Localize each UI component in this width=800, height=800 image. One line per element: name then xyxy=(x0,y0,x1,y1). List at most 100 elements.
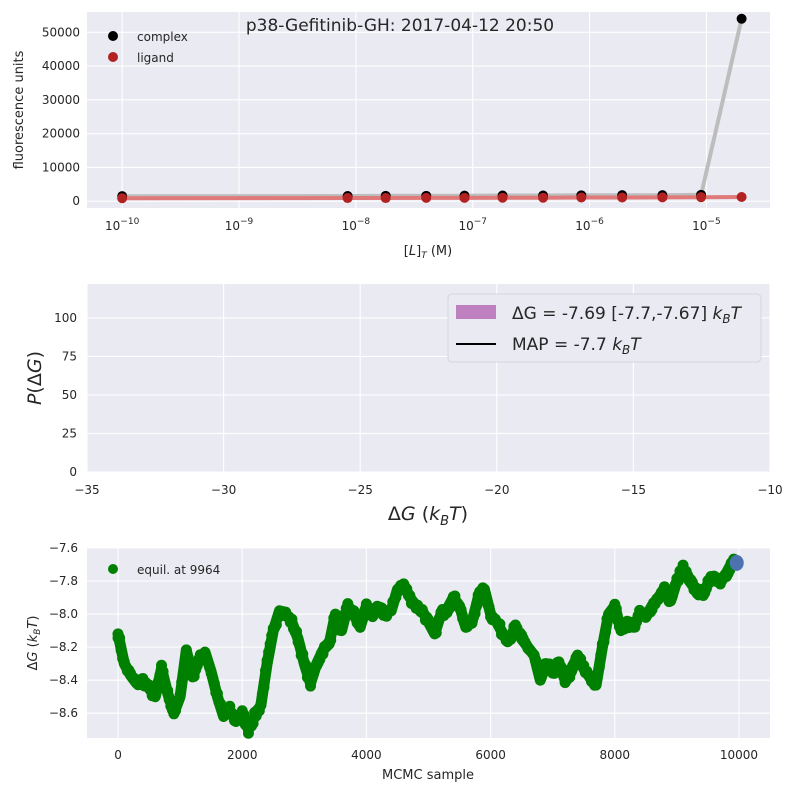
trace-sample xyxy=(478,583,490,595)
x-tick-label: 8000 xyxy=(599,748,630,762)
trace-sample xyxy=(610,603,622,615)
y-axis-label-histogram: P(ΔG) xyxy=(24,351,46,405)
x-ticks-histogram: −35 −30 −25 −20 −15 −10 xyxy=(74,483,782,497)
y-tick-label: 75 xyxy=(62,349,77,363)
x-tick-label: 10−10 xyxy=(105,217,140,233)
legend-patch-posterior xyxy=(456,305,496,319)
x-ticks-titration: 10−10 10−9 10−8 10−7 10−6 10−5 xyxy=(105,217,721,233)
y-ticks-titration: 0 10000 20000 30000 40000 50000 xyxy=(42,25,80,208)
trace-sample xyxy=(483,601,495,613)
trace-sample xyxy=(599,626,611,638)
trace-sample xyxy=(263,646,275,658)
x-tick-label: 6000 xyxy=(475,748,506,762)
point-ligand xyxy=(497,192,508,203)
panel-titration: 0 10000 20000 30000 40000 50000 10−10 10−9 10−8… xyxy=(12,12,770,261)
x-tick-label: −10 xyxy=(757,483,782,497)
trace-sample xyxy=(294,639,306,651)
y-tick-label: 50000 xyxy=(42,25,80,39)
grid-titration xyxy=(87,12,770,208)
legend-marker-ligand xyxy=(108,52,118,62)
point-ligand xyxy=(576,192,587,203)
panel-trace: −8.6 −8.4 −8.2 −8.0 −7.8 −7.6 0 2000 4000 6000 80… xyxy=(26,541,770,783)
trace-sample xyxy=(666,591,678,603)
y-tick-label: 40000 xyxy=(42,59,80,73)
trace-sample xyxy=(211,687,223,699)
trace-sample xyxy=(258,681,270,693)
trace-sample xyxy=(305,680,317,692)
trace-sample xyxy=(174,689,186,701)
y-tick-label: −8.0 xyxy=(49,607,78,621)
trace-sample xyxy=(260,664,272,676)
trace-sample xyxy=(261,654,273,666)
x-tick-label: 10−5 xyxy=(692,217,721,233)
point-ligand xyxy=(421,192,432,203)
x-tick-label: 10−7 xyxy=(458,217,487,233)
trace-sample xyxy=(430,627,442,639)
trace-sample xyxy=(157,665,169,677)
y-tick-label: 0 xyxy=(72,194,80,208)
legend-label-posterior: ΔG = -7.69 [-7.7,-7.67] kBT xyxy=(512,304,743,326)
x-tick-label: 0 xyxy=(114,748,122,762)
y-tick-label: −8.4 xyxy=(49,673,78,687)
chart-title: p38-Gefitinib-GH: 2017-04-12 20:50 xyxy=(246,16,554,36)
x-tick-label: −30 xyxy=(211,483,236,497)
x-tick-label: 4000 xyxy=(351,748,382,762)
trace-sample xyxy=(564,671,576,683)
x-tick-label: 10000 xyxy=(720,748,758,762)
x-tick-label: 10−6 xyxy=(575,217,604,233)
y-tick-label: 25 xyxy=(62,426,77,440)
trace-sample xyxy=(494,618,506,630)
point-complex xyxy=(736,13,747,24)
trace-sample xyxy=(449,590,461,602)
y-tick-label: −8.2 xyxy=(49,640,78,654)
trace-sample xyxy=(297,648,309,660)
series-titration xyxy=(117,13,747,204)
x-tick-label: −35 xyxy=(74,483,99,497)
y-axis-label-titration: fluorescence units xyxy=(12,50,27,169)
trace-sample xyxy=(300,659,312,671)
x-tick-label: −25 xyxy=(348,483,373,497)
legend-titration: complex ligand xyxy=(108,30,188,65)
series-trace xyxy=(112,553,744,739)
x-axis-label-histogram: ΔG (kBT) xyxy=(388,503,468,529)
trace-sample xyxy=(672,575,684,587)
trace-sample xyxy=(114,632,126,644)
point-ligand xyxy=(736,192,747,203)
legend-histogram: ΔG = -7.69 [-7.7,-7.67] kBT MAP = -7.7 k… xyxy=(447,293,762,363)
x-tick-label: 2000 xyxy=(227,748,258,762)
grid-trace xyxy=(87,547,770,738)
trace-sample xyxy=(286,613,298,625)
plot-area-titration xyxy=(87,12,770,208)
trace-sample xyxy=(169,705,181,717)
legend-label-map: MAP = -7.7 kBT xyxy=(512,335,642,357)
trace-sample xyxy=(593,661,605,673)
trace-sample xyxy=(291,625,303,637)
point-ligand xyxy=(617,192,628,203)
trace-sample xyxy=(238,708,250,720)
trace-sample xyxy=(598,636,610,648)
legend-box xyxy=(447,293,762,363)
y-tick-label: −8.6 xyxy=(49,706,78,720)
trace-sample xyxy=(255,699,267,711)
point-ligand xyxy=(380,193,391,204)
point-ligand xyxy=(117,193,128,204)
y-ticks-histogram: 0 25 50 75 100 xyxy=(54,311,77,479)
panel-histogram: 0 25 50 75 100 −35 −30 −25 −20 −15 −10 ΔG = -7.69… xyxy=(24,284,783,529)
plot-area-trace xyxy=(87,548,770,738)
point-ligand xyxy=(657,192,668,203)
fit-band-complex xyxy=(122,18,744,199)
trace-sample xyxy=(264,638,276,650)
y-ticks-trace: −8.6 −8.4 −8.2 −8.0 −7.8 −7.6 xyxy=(49,541,78,720)
x-axis-label-trace: MCMC sample xyxy=(382,768,474,783)
y-tick-label: 50 xyxy=(62,388,77,402)
x-ticks-trace: 0 2000 4000 6000 8000 10000 xyxy=(114,748,758,762)
x-axis-label-titration: [L]T (M) xyxy=(404,244,452,261)
trace-sample xyxy=(162,685,174,697)
x-tick-label: −20 xyxy=(484,483,509,497)
legend-trace: equil. at 9964 xyxy=(108,563,220,577)
x-tick-label: −15 xyxy=(621,483,646,497)
y-tick-label: 20000 xyxy=(42,127,80,141)
trace-sample xyxy=(208,677,220,689)
y-tick-label: 100 xyxy=(54,311,77,325)
